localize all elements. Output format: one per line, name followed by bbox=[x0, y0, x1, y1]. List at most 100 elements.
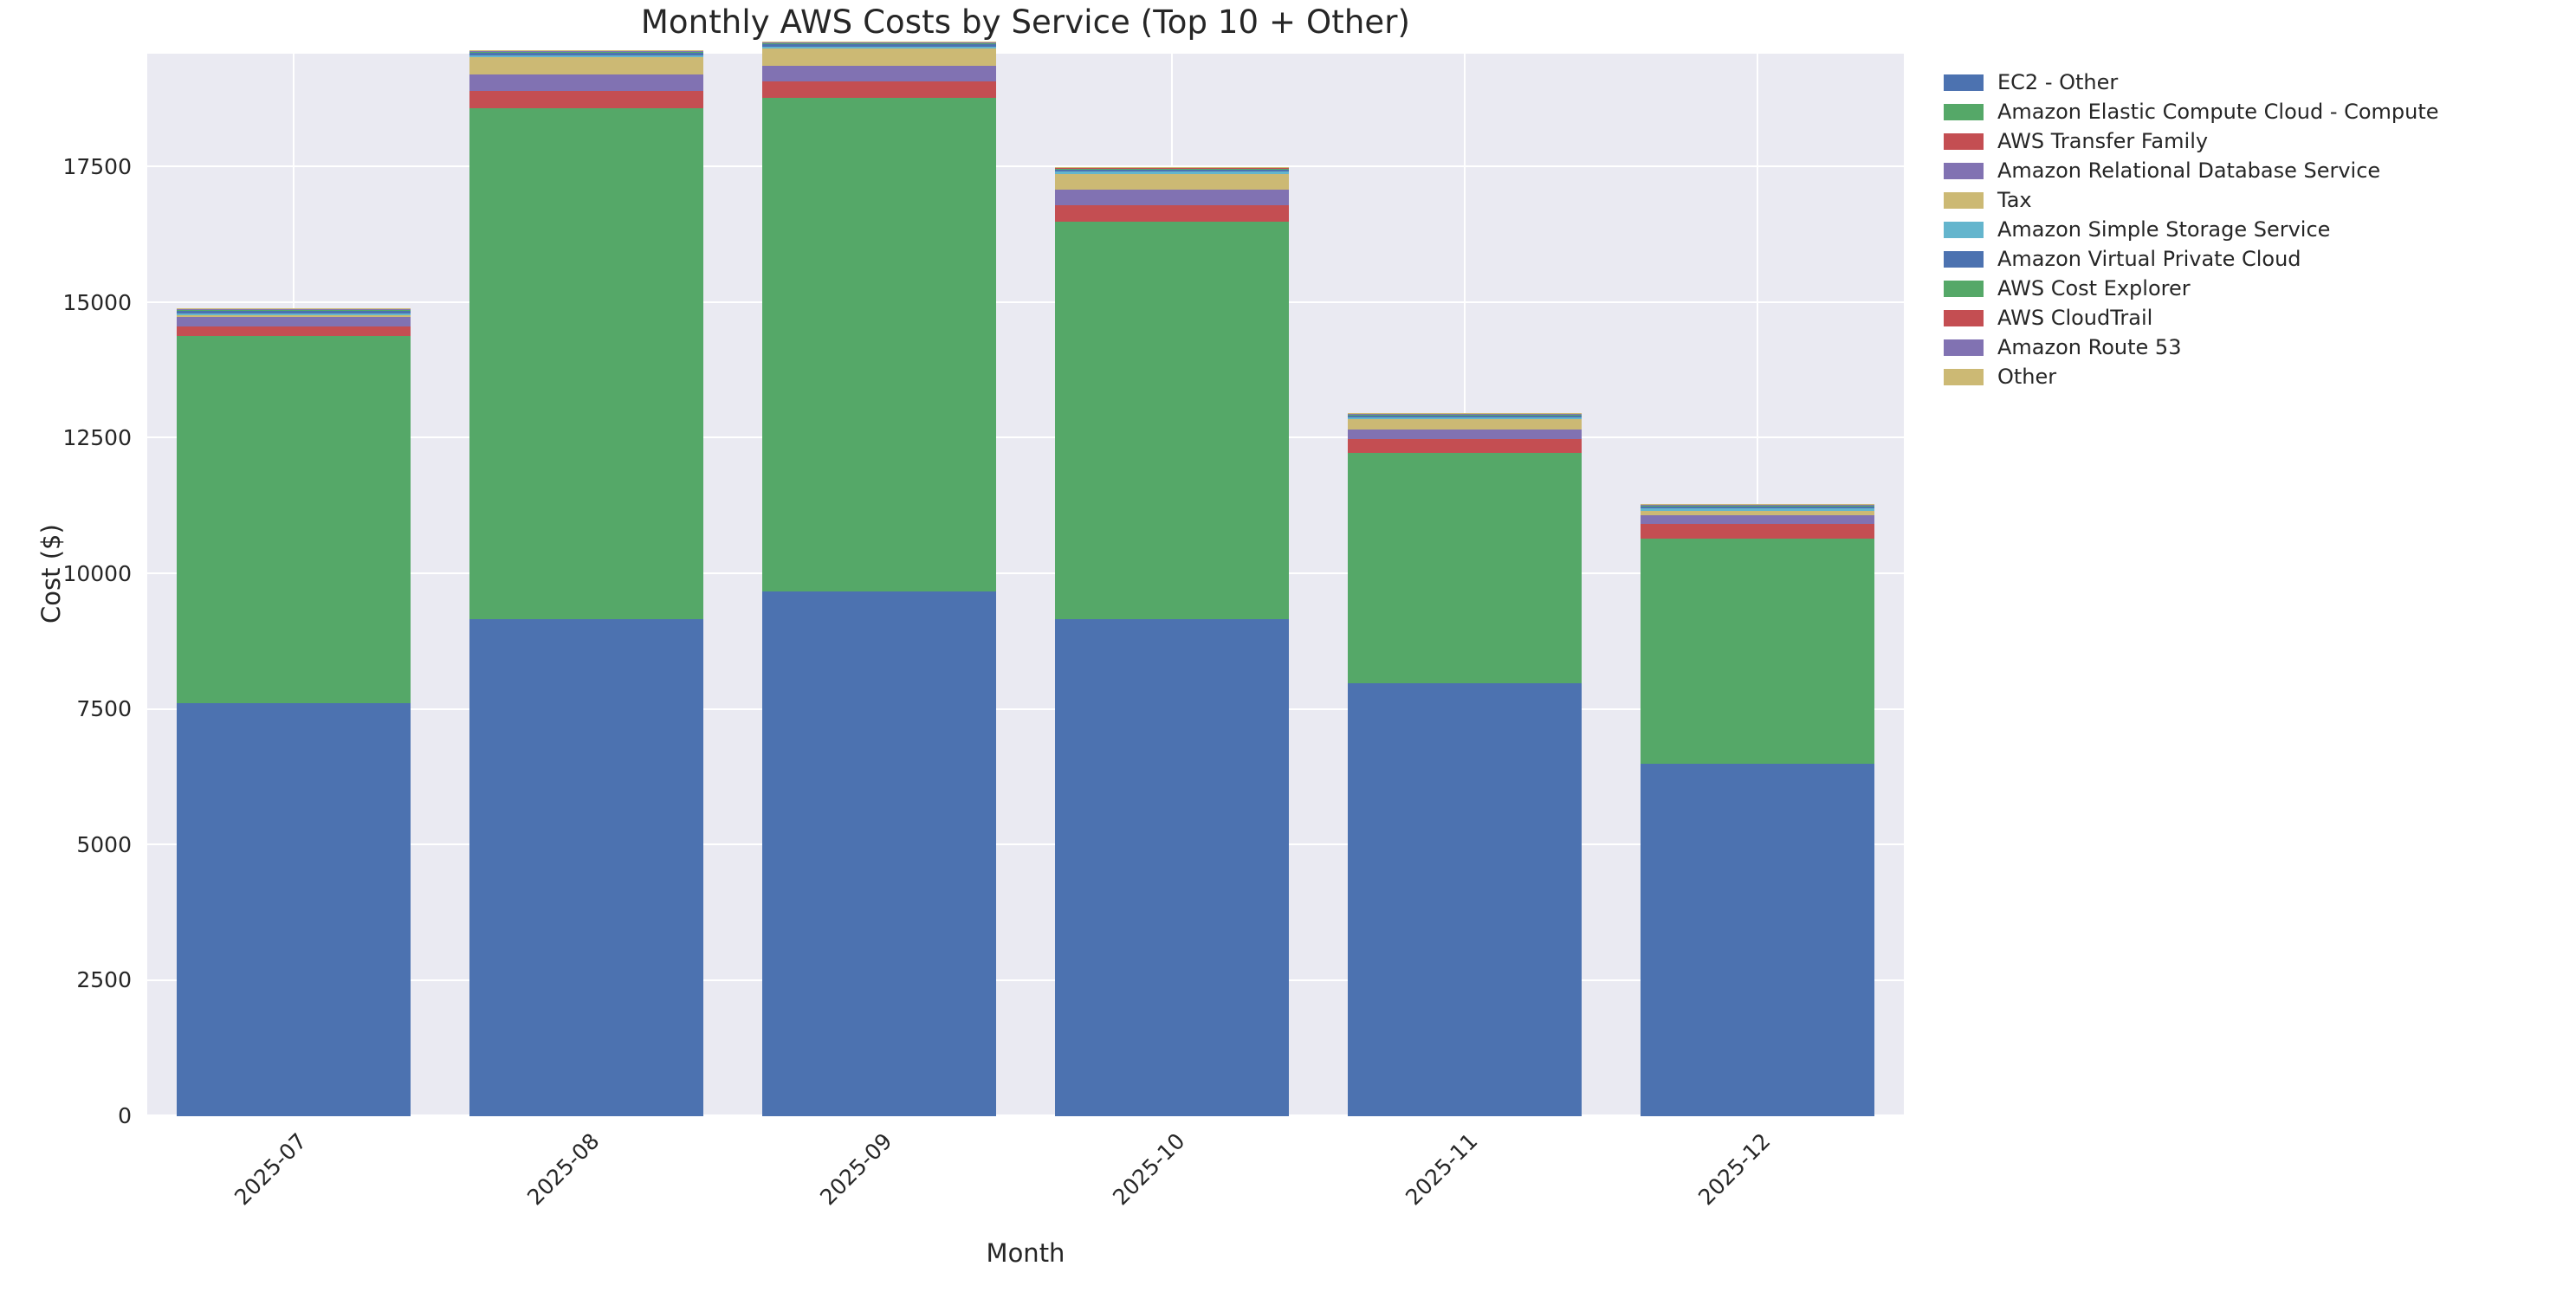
x-tick-label: 2025-12 bbox=[1693, 1128, 1776, 1211]
legend-item[interactable]: EC2 - Other bbox=[1944, 68, 2439, 97]
bar-segment[interactable] bbox=[176, 308, 411, 310]
bar-segment[interactable] bbox=[469, 50, 704, 52]
legend-label: AWS CloudTrail bbox=[1997, 306, 2153, 330]
bar-segment[interactable] bbox=[176, 316, 411, 326]
bar-segment[interactable] bbox=[176, 310, 411, 312]
bar-segment[interactable] bbox=[1054, 166, 1290, 168]
legend-label: Amazon Elastic Compute Cloud - Compute bbox=[1997, 100, 2439, 124]
bar-segment[interactable] bbox=[1054, 167, 1290, 169]
legend-swatch-icon bbox=[1944, 221, 1984, 238]
legend-swatch-icon bbox=[1944, 132, 1984, 150]
legend-item[interactable]: Amazon Simple Storage Service bbox=[1944, 215, 2439, 244]
bar-segment[interactable] bbox=[176, 311, 411, 313]
bar-segment[interactable] bbox=[1347, 417, 1582, 419]
bar-segment[interactable] bbox=[1347, 415, 1582, 418]
bar-segment[interactable] bbox=[1347, 414, 1582, 416]
bar-segment[interactable] bbox=[1054, 171, 1290, 174]
bar-segment[interactable] bbox=[761, 42, 997, 44]
bar-segment[interactable] bbox=[469, 91, 704, 109]
y-tick-label: 0 bbox=[118, 1103, 132, 1128]
y-tick-label: 17500 bbox=[62, 154, 132, 180]
bar-segment[interactable] bbox=[469, 57, 704, 75]
legend-swatch-icon bbox=[1944, 250, 1984, 268]
bar-segment[interactable] bbox=[469, 53, 704, 55]
legend-label: EC2 - Other bbox=[1997, 70, 2119, 94]
bar-2025-12[interactable] bbox=[1640, 54, 1875, 1116]
legend-item[interactable]: Amazon Relational Database Service bbox=[1944, 156, 2439, 185]
legend-item[interactable]: Amazon Elastic Compute Cloud - Compute bbox=[1944, 97, 2439, 126]
bar-segment[interactable] bbox=[761, 44, 997, 47]
bar-segment[interactable] bbox=[469, 52, 704, 54]
legend-item[interactable]: AWS Cost Explorer bbox=[1944, 274, 2439, 303]
bar-segment[interactable] bbox=[1640, 504, 1875, 506]
bar-segment[interactable] bbox=[1640, 510, 1875, 516]
bar-segment[interactable] bbox=[176, 308, 411, 310]
bar-segment[interactable] bbox=[1640, 506, 1875, 507]
bar-segment[interactable] bbox=[1347, 452, 1582, 684]
bar-segment[interactable] bbox=[176, 336, 411, 703]
legend-label: Amazon Route 53 bbox=[1997, 335, 2182, 359]
x-axis-label: Month bbox=[986, 1238, 1065, 1268]
legend-swatch-icon bbox=[1944, 309, 1984, 326]
bar-segment[interactable] bbox=[1347, 418, 1582, 430]
bar-segment[interactable] bbox=[1347, 439, 1582, 453]
bar-segment[interactable] bbox=[1054, 174, 1290, 191]
bar-2025-08[interactable] bbox=[469, 50, 704, 1116]
legend-item[interactable]: Amazon Route 53 bbox=[1944, 333, 2439, 362]
legend-item[interactable]: AWS Transfer Family bbox=[1944, 126, 2439, 156]
x-tick-label: 2025-08 bbox=[522, 1128, 605, 1211]
bar-segment[interactable] bbox=[1640, 764, 1875, 1116]
bar-segment[interactable] bbox=[1640, 505, 1875, 507]
bar-segment[interactable] bbox=[761, 81, 997, 99]
bar-segment[interactable] bbox=[469, 51, 704, 53]
bar-2025-09[interactable] bbox=[761, 42, 997, 1116]
bar-segment[interactable] bbox=[761, 591, 997, 1116]
legend-label: AWS Transfer Family bbox=[1997, 129, 2209, 153]
bar-segment[interactable] bbox=[176, 315, 411, 317]
bar-2025-10[interactable] bbox=[1054, 54, 1290, 1116]
bar-2025-07[interactable] bbox=[176, 54, 411, 1116]
bar-segment[interactable] bbox=[176, 326, 411, 337]
bar-segment[interactable] bbox=[1347, 414, 1582, 416]
bar-segment[interactable] bbox=[176, 313, 411, 316]
bar-segment[interactable] bbox=[1054, 190, 1290, 206]
bar-segment[interactable] bbox=[1054, 222, 1290, 619]
bar-segment[interactable] bbox=[1054, 205, 1290, 223]
bar-segment[interactable] bbox=[469, 50, 704, 52]
bar-segment[interactable] bbox=[1347, 429, 1582, 440]
bar-segment[interactable] bbox=[176, 702, 411, 1116]
bar-segment[interactable] bbox=[1054, 169, 1290, 172]
legend-item[interactable]: Amazon Virtual Private Cloud bbox=[1944, 244, 2439, 274]
y-tick-label: 2500 bbox=[76, 967, 132, 993]
bar-segment[interactable] bbox=[761, 43, 997, 45]
bar-segment[interactable] bbox=[761, 42, 997, 43]
bar-segment[interactable] bbox=[761, 65, 997, 81]
bar-segment[interactable] bbox=[469, 108, 704, 619]
bar-segment[interactable] bbox=[1640, 538, 1875, 765]
bar-segment[interactable] bbox=[1347, 683, 1582, 1116]
legend-swatch-icon bbox=[1944, 368, 1984, 385]
bar-segment[interactable] bbox=[761, 98, 997, 592]
y-tick-label: 15000 bbox=[62, 289, 132, 315]
legend-label: Amazon Relational Database Service bbox=[1997, 158, 2381, 183]
bar-segment[interactable] bbox=[176, 309, 411, 311]
legend-item[interactable]: AWS CloudTrail bbox=[1944, 303, 2439, 333]
bar-segment[interactable] bbox=[469, 618, 704, 1116]
bar-segment[interactable] bbox=[469, 55, 704, 58]
y-tick-label: 10000 bbox=[62, 560, 132, 586]
bar-segment[interactable] bbox=[1054, 167, 1290, 169]
bar-segment[interactable] bbox=[1640, 507, 1875, 509]
bar-segment[interactable] bbox=[1640, 515, 1875, 525]
bar-segment[interactable] bbox=[469, 74, 704, 92]
bar-segment[interactable] bbox=[1640, 508, 1875, 511]
bar-2025-11[interactable] bbox=[1347, 54, 1582, 1116]
bar-segment[interactable] bbox=[1347, 413, 1582, 415]
y-gridline bbox=[147, 979, 1904, 981]
legend-item[interactable]: Tax bbox=[1944, 185, 2439, 215]
bar-segment[interactable] bbox=[1054, 618, 1290, 1116]
bar-segment[interactable] bbox=[761, 48, 997, 66]
legend-item[interactable]: Other bbox=[1944, 362, 2439, 391]
bar-segment[interactable] bbox=[1640, 524, 1875, 539]
bar-segment[interactable] bbox=[761, 46, 997, 49]
bar-segment[interactable] bbox=[1054, 168, 1290, 170]
